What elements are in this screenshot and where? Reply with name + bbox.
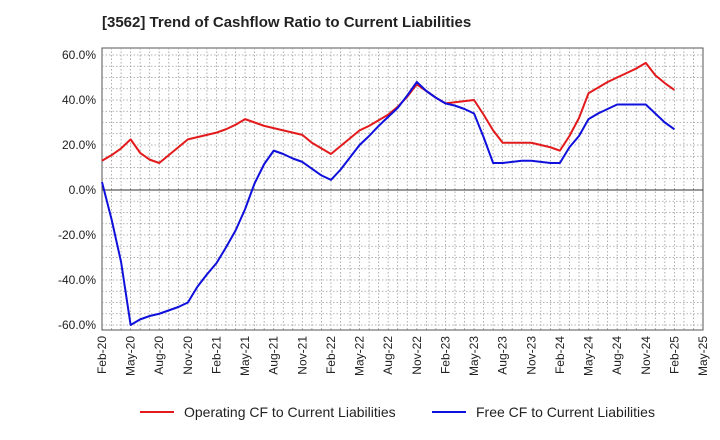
y-tick-label: 20.0% (62, 138, 96, 152)
x-tick-label: Feb-25 (667, 336, 681, 374)
x-tick-label: Feb-24 (553, 336, 567, 374)
series-line-free-cf (101, 81, 675, 326)
legend-item-free-cf: Free CF to Current Liabilities (432, 404, 655, 420)
legend-swatch-operating-cf (140, 411, 174, 413)
x-tick-label: Nov-23 (524, 336, 538, 375)
x-tick-label: Nov-24 (639, 336, 653, 375)
series-layer (101, 61, 675, 326)
plot-area-border (101, 47, 704, 331)
x-tick-label: May-25 (696, 336, 710, 376)
legend-label-operating-cf: Operating CF to Current Liabilities (184, 404, 396, 420)
x-tick-label: Nov-22 (410, 336, 424, 375)
x-tick-label: Feb-23 (438, 336, 452, 374)
y-tick-label: -60.0% (58, 318, 96, 332)
series-line-operating-cf (101, 61, 675, 164)
x-tick-label: Aug-22 (381, 336, 395, 375)
x-tick-label: Nov-20 (181, 336, 195, 375)
legend: Operating CF to Current Liabilities Free… (0, 404, 720, 426)
y-tick-label: 40.0% (62, 93, 96, 107)
y-tick-label: 60.0% (62, 48, 96, 62)
y-tick-label: 0.0% (69, 183, 97, 197)
legend-swatch-free-cf (432, 411, 466, 413)
grid-layer (102, 48, 703, 330)
x-tick-label: Aug-23 (496, 336, 510, 375)
y-tick-label: -40.0% (58, 273, 96, 287)
legend-item-operating-cf: Operating CF to Current Liabilities (140, 404, 396, 420)
legend-label-free-cf: Free CF to Current Liabilities (476, 404, 655, 420)
chart-title: [3562] Trend of Cashflow Ratio to Curren… (102, 14, 472, 31)
x-tick-label: Feb-21 (209, 336, 223, 374)
x-tick-label: Feb-20 (95, 336, 109, 374)
x-tick-label: May-23 (467, 336, 481, 376)
x-tick-label: May-21 (238, 336, 252, 376)
x-tick-label: Nov-21 (295, 336, 309, 375)
y-tick-label: -20.0% (58, 228, 96, 242)
x-tick-label: May-20 (124, 336, 138, 376)
x-tick-label: May-24 (582, 336, 596, 376)
tick-label-layer: -60.0% -40.0% -20.0% 0.0% 20.0% 40.0% 60.0% Feb… (58, 48, 710, 376)
x-tick-label: Aug-21 (267, 336, 281, 375)
x-tick-label: Aug-24 (610, 336, 624, 375)
x-tick-label: May-22 (353, 336, 367, 376)
x-tick-label: Aug-20 (152, 336, 166, 375)
x-tick-label: Feb-22 (324, 336, 338, 374)
